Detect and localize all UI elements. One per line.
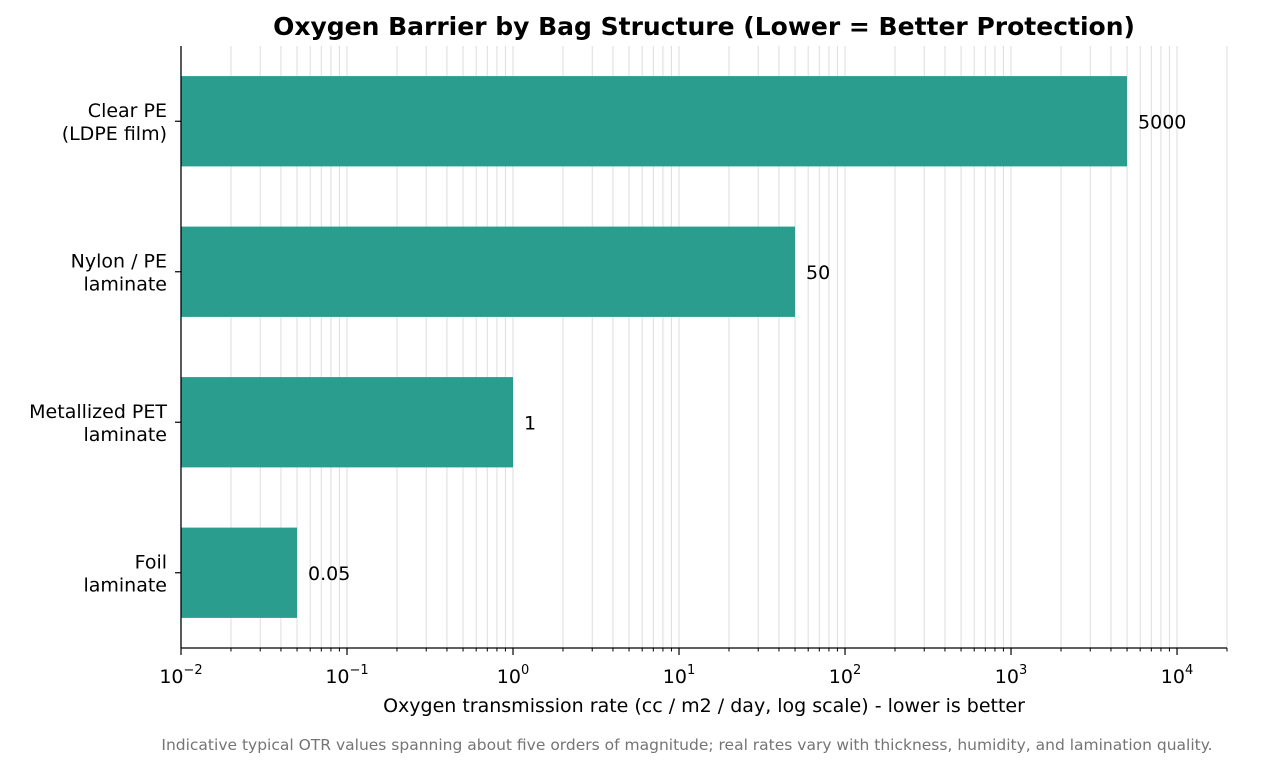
x-tick-label: 102 [829, 663, 861, 688]
category-label: (LDPE film) [62, 123, 167, 145]
bar [181, 226, 796, 317]
bar-value-label: 0.05 [308, 563, 350, 585]
x-tick-label: 100 [497, 663, 529, 688]
bar-value-label: 1 [524, 412, 536, 434]
category-label: Foil [135, 551, 167, 573]
category-label: Nylon / PE [71, 250, 167, 272]
category-label: Clear PE [88, 100, 167, 122]
bar-value-label: 50 [806, 262, 830, 284]
axes [175, 46, 1228, 655]
x-tick-label: 103 [995, 663, 1027, 688]
x-tick-label: 101 [663, 663, 695, 688]
x-axis-label: Oxygen transmission rate (cc / m2 / day,… [383, 695, 1025, 717]
x-tick-label: 104 [1161, 663, 1193, 688]
bar [181, 377, 514, 468]
bar [181, 76, 1128, 167]
category-label: Metallized PET [29, 401, 167, 423]
x-tick-label: 10−1 [325, 663, 368, 688]
category-label: laminate [83, 424, 167, 446]
x-tick-label: 10−2 [159, 663, 202, 688]
footnote: Indicative typical OTR values spanning a… [161, 736, 1212, 754]
chart-title: Oxygen Barrier by Bag Structure (Lower =… [273, 12, 1135, 41]
category-label: laminate [83, 273, 167, 295]
bars [181, 76, 1128, 618]
bar [181, 527, 298, 618]
bar-value-label: 5000 [1138, 111, 1186, 133]
category-label: laminate [83, 574, 167, 596]
